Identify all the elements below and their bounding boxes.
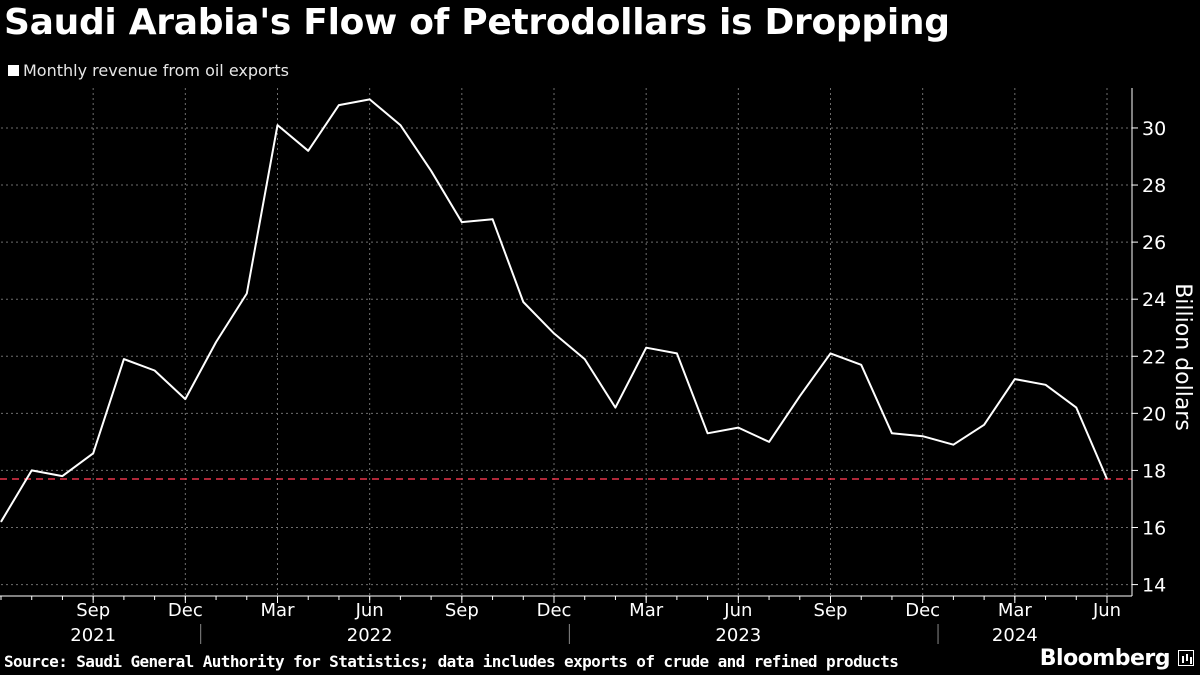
data-point bbox=[430, 170, 432, 172]
data-point bbox=[0, 521, 2, 523]
data-point bbox=[522, 301, 524, 303]
x-tick-label: Sep bbox=[76, 600, 110, 621]
data-point bbox=[61, 475, 63, 477]
data-point bbox=[676, 352, 678, 354]
y-tick-label: 20 bbox=[1142, 403, 1166, 425]
y-tick-label: 24 bbox=[1142, 289, 1166, 311]
legend: Monthly revenue from oil exports bbox=[8, 61, 289, 80]
data-point bbox=[492, 218, 494, 220]
data-point bbox=[707, 432, 709, 434]
y-tick-label: 14 bbox=[1142, 575, 1166, 597]
x-tick-label: Sep bbox=[445, 600, 479, 621]
data-point bbox=[1045, 384, 1047, 386]
year-label: 2022 bbox=[347, 625, 393, 646]
year-label: 2021 bbox=[70, 625, 116, 646]
data-point bbox=[369, 98, 371, 100]
data-point bbox=[338, 104, 340, 106]
x-tick-label: Mar bbox=[629, 600, 664, 621]
data-point bbox=[461, 221, 463, 223]
data-point bbox=[830, 352, 831, 354]
x-tick-label: Mar bbox=[998, 600, 1033, 621]
data-point bbox=[737, 427, 739, 429]
data-point bbox=[246, 292, 248, 294]
y-tick-label: 30 bbox=[1142, 118, 1166, 140]
data-point bbox=[1014, 378, 1016, 380]
y-tick-label: 26 bbox=[1142, 232, 1166, 254]
data-point bbox=[799, 395, 801, 397]
x-tick-label: Dec bbox=[537, 600, 572, 621]
data-point bbox=[614, 407, 616, 409]
data-point bbox=[184, 398, 186, 400]
x-tick-label: Dec bbox=[905, 600, 940, 621]
x-tick-label: Dec bbox=[168, 600, 203, 621]
data-point bbox=[1106, 478, 1108, 480]
data-point bbox=[922, 435, 924, 437]
data-point bbox=[123, 358, 125, 360]
data-point bbox=[645, 347, 647, 349]
data-point bbox=[399, 124, 401, 126]
y-tick-label: 28 bbox=[1142, 175, 1166, 197]
y-tick-label: 22 bbox=[1142, 346, 1166, 368]
chart-title: Saudi Arabia's Flow of Petrodollars is D… bbox=[4, 2, 950, 43]
data-point bbox=[952, 444, 954, 446]
bloomberg-logo: Bloomberg bbox=[1039, 646, 1171, 671]
data-point bbox=[1075, 407, 1077, 409]
year-label: 2023 bbox=[715, 625, 761, 646]
data-point bbox=[92, 452, 94, 454]
data-point bbox=[31, 469, 33, 471]
data-point bbox=[215, 341, 217, 343]
x-tick-label: Jun bbox=[723, 600, 752, 621]
series-layer bbox=[0, 98, 1108, 523]
chart-icon bbox=[1178, 650, 1194, 666]
data-point bbox=[768, 441, 770, 443]
data-point bbox=[584, 358, 586, 360]
data-point bbox=[307, 150, 309, 152]
x-tick-label: Sep bbox=[814, 600, 848, 621]
data-point bbox=[860, 364, 862, 366]
data-point bbox=[154, 370, 156, 372]
x-tick-label: Jun bbox=[1092, 600, 1121, 621]
source-note: Source: Saudi General Authority for Stat… bbox=[4, 652, 899, 671]
year-label: 2024 bbox=[992, 625, 1038, 646]
x-tick-label: Jun bbox=[355, 600, 384, 621]
data-point bbox=[983, 424, 985, 426]
data-point bbox=[277, 124, 278, 126]
legend-swatch bbox=[8, 65, 19, 76]
data-point bbox=[553, 332, 555, 334]
data-point bbox=[891, 432, 893, 434]
y-axis-label: Billion dollars bbox=[1170, 283, 1195, 431]
y-tick-label: 16 bbox=[1142, 518, 1166, 540]
legend-label: Monthly revenue from oil exports bbox=[23, 61, 289, 80]
grid-layer bbox=[1, 88, 1132, 596]
x-tick-label: Mar bbox=[261, 600, 296, 621]
y-tick-label: 18 bbox=[1142, 460, 1166, 482]
